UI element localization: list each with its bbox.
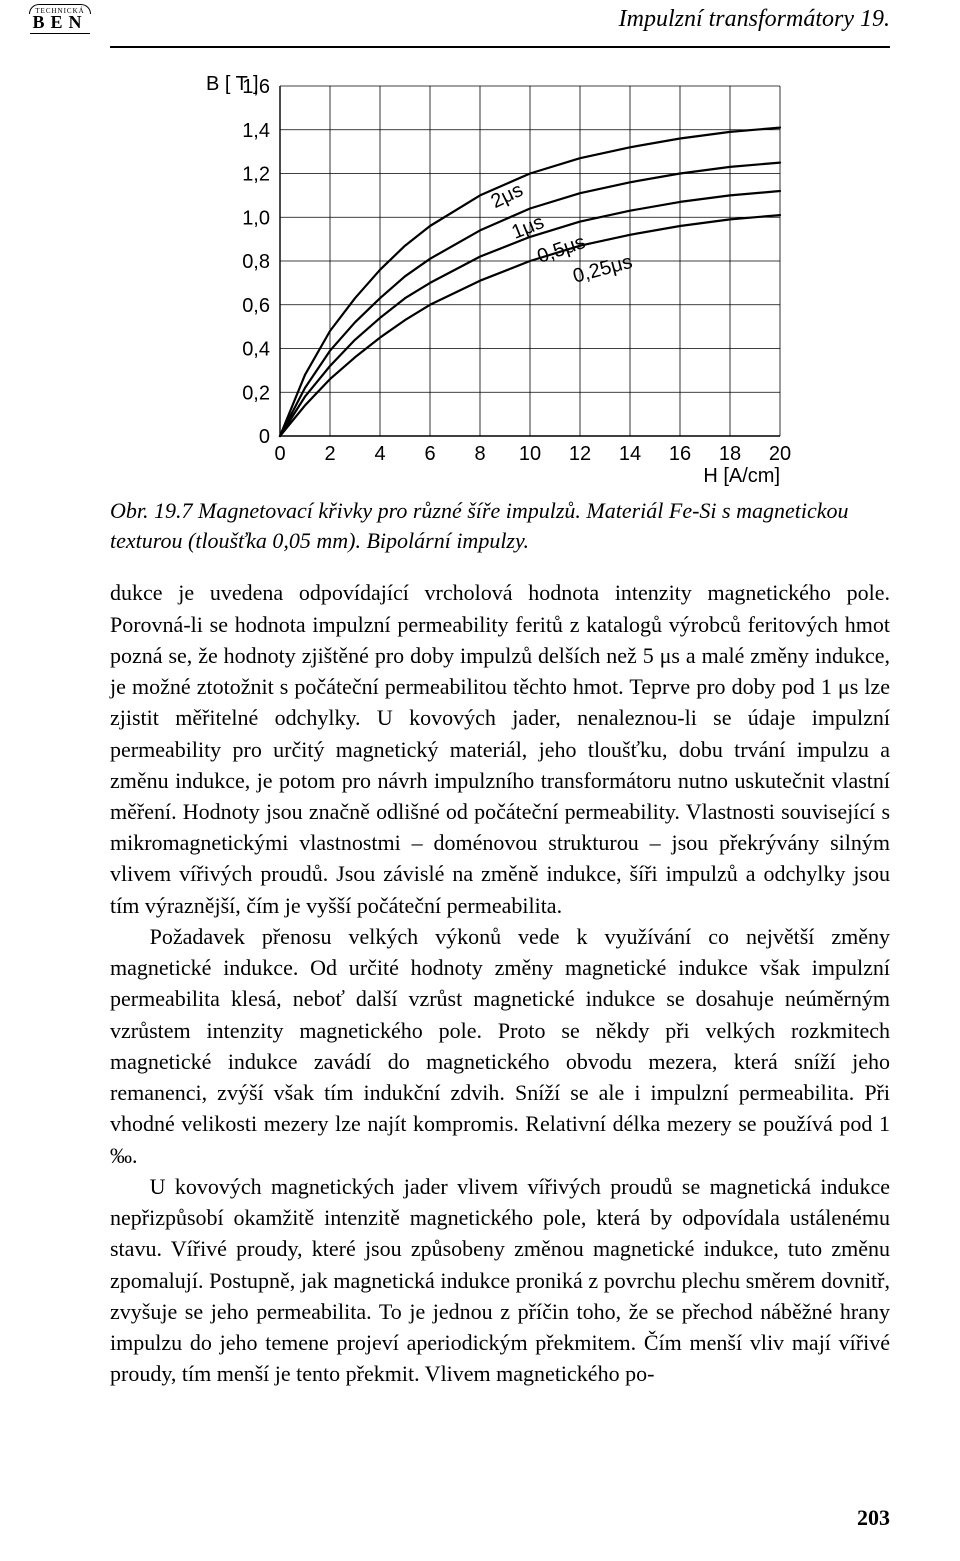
magnetization-curves-chart: 0246810121416182000,20,40,60,81,01,21,41… xyxy=(190,66,810,486)
figure-caption-text: Magnetovací křivky pro různé šíře impulz… xyxy=(110,498,849,553)
svg-text:2: 2 xyxy=(324,443,335,465)
svg-text:0,4: 0,4 xyxy=(242,339,270,361)
svg-text:1,4: 1,4 xyxy=(242,120,270,142)
svg-text:14: 14 xyxy=(619,443,641,465)
svg-text:10: 10 xyxy=(519,443,541,465)
svg-text:H [A/cm]: H [A/cm] xyxy=(703,465,780,486)
body-paragraph: dukce je uvedena odpovídající vrcholová … xyxy=(110,577,890,921)
svg-text:0: 0 xyxy=(274,443,285,465)
svg-text:16: 16 xyxy=(669,443,691,465)
svg-text:20: 20 xyxy=(769,443,791,465)
svg-text:6: 6 xyxy=(424,443,435,465)
svg-text:4: 4 xyxy=(374,443,385,465)
page-header: TECHNICKÁ LITERATURA BEN Impulzní transf… xyxy=(110,0,890,48)
svg-text:12: 12 xyxy=(569,443,591,465)
svg-text:B [ T ]: B [ T ] xyxy=(206,73,259,95)
svg-text:0: 0 xyxy=(259,426,270,448)
publisher-logo: TECHNICKÁ LITERATURA BEN xyxy=(25,4,95,34)
figure-number: Obr. 19.7 xyxy=(110,498,193,523)
svg-text:0,8: 0,8 xyxy=(242,251,270,273)
chapter-title: Impulzní transformátory 19. xyxy=(619,6,890,33)
body-paragraph: U kovových magnetických jader vlivem víř… xyxy=(110,1171,890,1390)
page-number: 203 xyxy=(857,1505,890,1531)
svg-text:18: 18 xyxy=(719,443,741,465)
svg-text:0,2: 0,2 xyxy=(242,382,270,404)
svg-text:8: 8 xyxy=(474,443,485,465)
figure-19-7: 0246810121416182000,20,40,60,81,01,21,41… xyxy=(110,66,890,486)
svg-text:0,6: 0,6 xyxy=(242,295,270,317)
body-paragraph: Požadavek přenosu velkých výkonů vede k … xyxy=(110,921,890,1171)
svg-text:1,2: 1,2 xyxy=(242,164,270,186)
figure-caption: Obr. 19.7 Magnetovací křivky pro různé š… xyxy=(110,496,890,555)
svg-text:1,0: 1,0 xyxy=(242,207,270,229)
logo-main-text: BEN xyxy=(30,12,89,34)
